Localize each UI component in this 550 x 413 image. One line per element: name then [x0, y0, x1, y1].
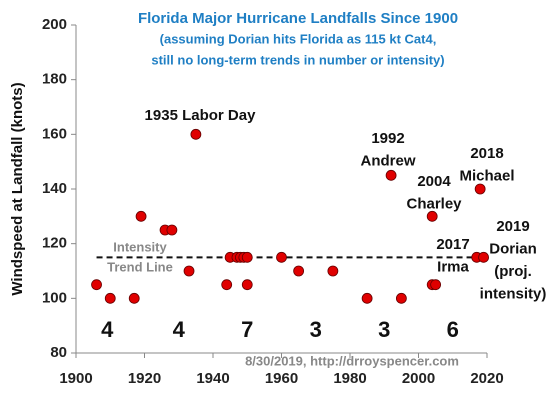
data-point [361, 292, 373, 304]
annotation: 2018 [470, 145, 503, 162]
x-tick-label: 1920 [128, 370, 161, 387]
chart-title: (assuming Dorian hits Florida as 115 kt … [160, 31, 437, 46]
data-point [241, 279, 253, 291]
decade-count: 7 [241, 317, 253, 342]
annotation: Dorian [489, 240, 537, 257]
x-tick-label: 1980 [333, 370, 366, 387]
credit: 8/30/2019, http://drroyspencer.com [245, 353, 459, 368]
data-point [183, 265, 195, 277]
data-point [474, 183, 486, 195]
annotation: intensity) [480, 285, 547, 302]
y-tick-label: 120 [42, 235, 67, 252]
x-tick-label: 2000 [402, 370, 435, 387]
annotation: 2004 [417, 173, 451, 190]
data-point [166, 224, 178, 236]
decade-count: 4 [173, 317, 186, 342]
annotation: 2019 [496, 218, 529, 235]
trend-label: Intensity [113, 239, 167, 254]
data-point [104, 292, 116, 304]
annotation: 1935 Labor Day [145, 107, 257, 124]
annotation: Andrew [360, 152, 415, 169]
data-point [221, 279, 233, 291]
annotation: Charley [406, 195, 462, 212]
y-tick-label: 200 [42, 16, 67, 33]
data-point [385, 169, 397, 181]
data-point [241, 251, 253, 263]
data-point [135, 210, 147, 222]
y-tick-label: 100 [42, 289, 67, 306]
x-tick-label: 1960 [265, 370, 298, 387]
annotation: (proj. [494, 263, 532, 280]
data-point [395, 292, 407, 304]
data-point [293, 265, 305, 277]
y-tick-label: 80 [50, 344, 67, 361]
data-point [430, 279, 442, 291]
x-tick-label: 1900 [59, 370, 92, 387]
data-point [478, 251, 489, 263]
decade-count: 3 [310, 317, 322, 342]
data-point [426, 210, 438, 222]
x-tick-label: 1940 [196, 370, 229, 387]
y-tick-label: 180 [42, 71, 67, 88]
data-point [276, 251, 287, 263]
annotation: 1992 [371, 130, 404, 147]
x-tick-label: 2020 [470, 370, 503, 387]
data-point [91, 279, 102, 291]
data-point [327, 265, 339, 277]
data-point [128, 292, 140, 304]
y-tick-label: 160 [42, 125, 67, 142]
chart-title: Florida Major Hurricane Landfalls Since … [138, 10, 458, 27]
decade-count: 4 [101, 317, 114, 342]
decade-count: 3 [378, 317, 390, 342]
chart-title: still no long-term trends in number or i… [151, 52, 444, 67]
annotation: Irma [437, 258, 469, 275]
trend-label: Trend Line [107, 259, 173, 274]
annotation: Michael [459, 167, 514, 184]
annotation: 2017 [436, 236, 469, 253]
y-axis-label: Windspeed at Landfall (knots) [9, 82, 26, 295]
decade-count: 6 [447, 317, 459, 342]
data-point [190, 128, 202, 140]
y-tick-label: 140 [42, 180, 67, 197]
